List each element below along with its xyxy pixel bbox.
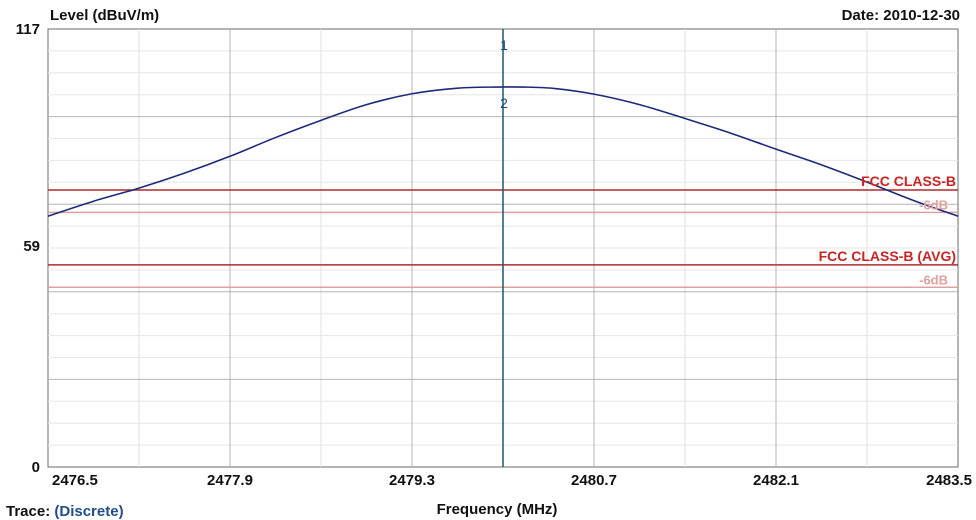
limit-line-label: FCC CLASS-B	[861, 173, 956, 189]
x-axis-title: Frequency (MHz)	[437, 501, 558, 518]
y-tick-label: 59	[23, 238, 40, 255]
marker-line-group: 12	[500, 29, 508, 467]
trace-label-key: Trace:	[6, 503, 51, 520]
date-label: Date: 2010-12-30	[842, 7, 960, 24]
marker-label: 2	[500, 95, 508, 111]
limit-offset-label: -6dB	[919, 272, 948, 287]
x-tick-label: 2476.5	[52, 472, 98, 489]
trace-label-value: (Discrete)	[54, 503, 124, 520]
x-tick-label: 2483.5	[926, 472, 972, 489]
y-tick-label: 117	[16, 21, 40, 38]
limit-offset-label: -6dB	[919, 197, 948, 212]
trace-label: Trace: (Discrete)	[6, 503, 124, 520]
marker-label: 1	[500, 37, 508, 53]
x-tick-label: 2477.9	[207, 472, 253, 489]
y-tick-labels: 117 59 0	[16, 21, 40, 476]
x-tick-label: 2482.1	[753, 472, 799, 489]
trace-line	[47, 86, 959, 217]
limit-line-label: FCC CLASS-B (AVG)	[819, 248, 956, 264]
x-tick-label: 2479.3	[389, 472, 435, 489]
limit-labels: FCC CLASS-B -6dB FCC CLASS-B (AVG) -6dB	[819, 173, 956, 287]
y-axis-title: Level (dBuV/m)	[50, 7, 159, 24]
x-tick-label: 2480.7	[571, 472, 617, 489]
y-tick-label: 0	[32, 459, 40, 476]
x-tick-labels: 2476.5 2477.9 2479.3 2480.7 2482.1 2483.5	[52, 472, 972, 489]
